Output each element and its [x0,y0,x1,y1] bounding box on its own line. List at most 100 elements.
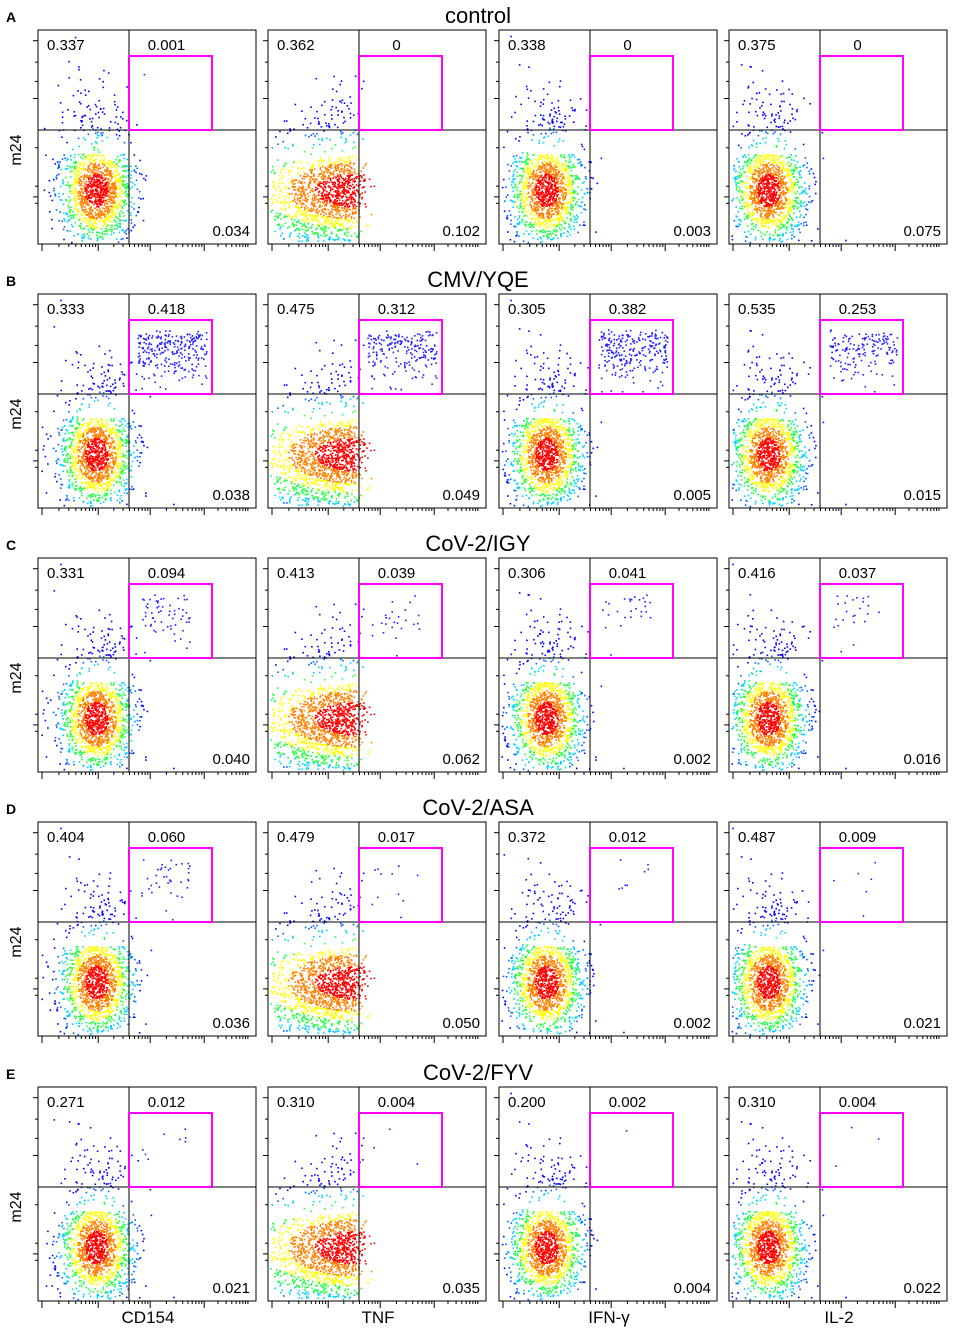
event-dot [112,184,114,186]
event-dot [122,220,124,222]
event-dot [80,176,82,178]
event-dot [126,86,128,88]
event-dot [325,196,327,198]
event-dot [65,168,67,170]
event-dot [294,197,296,199]
event-dot [554,161,556,163]
event-dot [297,208,299,210]
event-dot [270,211,272,213]
event-dot [362,138,364,140]
event-dot [351,172,353,174]
event-dot [565,213,567,215]
event-dot [83,188,85,190]
upper-right-frequency: 0.001 [148,37,186,54]
event-dot [130,177,132,179]
event-dot [538,215,540,217]
event-dot [568,180,570,182]
event-dot [80,226,82,228]
event-dot [539,225,541,227]
event-dot [103,201,105,203]
event-dot [318,160,320,162]
event-dot [348,206,350,208]
event-dot [546,204,548,206]
event-dot [350,185,352,187]
event-dot [347,175,349,177]
event-dot [80,193,82,195]
event-dot [355,193,357,195]
event-dot [343,171,345,173]
event-dot [103,194,105,196]
event-dot [293,226,295,228]
event-dot [355,76,357,78]
event-dot [59,161,61,163]
event-dot [81,220,83,222]
event-dot [337,206,339,208]
event-dot [331,181,333,183]
event-dot [560,224,562,226]
event-dot [106,230,108,232]
event-dot [116,169,118,171]
event-dot [99,221,101,223]
event-dot [72,211,74,213]
event-dot [525,205,527,207]
event-dot [563,140,565,142]
event-dot [527,132,529,134]
event-dot [356,206,358,208]
event-dot [100,184,102,186]
event-dot [112,207,114,209]
event-dot [109,206,111,208]
event-dot [82,125,84,127]
event-dot [291,216,293,218]
event-dot [80,218,82,220]
event-dot [546,226,548,228]
event-dot [325,197,327,199]
event-dot [139,173,141,175]
event-dot [116,182,118,184]
row-letter: A [6,9,16,25]
event-dot [125,170,127,172]
event-dot [332,99,334,101]
event-dot [126,220,128,222]
event-dot [347,203,349,205]
event-dot [324,179,326,181]
event-dot [93,204,95,206]
event-dot [95,142,97,144]
event-dot [365,206,367,208]
event-dot [336,197,338,199]
event-dot [326,194,328,196]
event-dot [99,160,101,162]
event-dot [284,188,286,190]
event-dot [84,228,86,230]
event-dot [356,189,358,191]
event-dot [145,179,147,181]
event-dot [549,113,551,115]
event-dot [75,191,77,193]
event-dot [307,217,309,219]
event-dot [304,221,306,223]
event-dot [312,224,314,226]
event-dot [103,230,105,232]
event-dot [548,221,550,223]
event-dot [298,167,300,169]
event-dot [557,238,559,240]
event-dot [328,170,330,172]
event-dot [91,212,93,214]
event-dot [304,207,306,209]
event-dot [571,204,573,206]
event-dot [347,215,349,217]
event-dot [542,125,544,127]
event-dot [535,180,537,182]
event-dot [137,189,139,191]
event-dot [307,235,309,237]
event-dot [321,126,323,128]
event-dot [122,193,124,195]
event-dot [280,218,282,220]
event-dot [285,208,287,210]
event-dot [297,228,299,230]
event-dot [529,233,531,235]
event-dot [74,208,76,210]
event-dot [114,228,116,230]
event-dot [521,196,523,198]
event-dot [98,135,100,137]
event-dot [88,105,90,107]
